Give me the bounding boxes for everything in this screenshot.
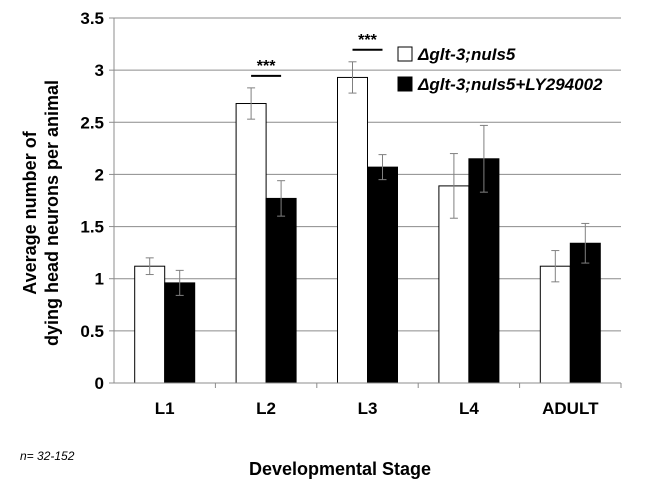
bar-treated-l4 (468, 158, 500, 384)
y-tick-label: 0.5 (80, 322, 104, 341)
significance-markers: *** *** (251, 32, 383, 77)
y-tick-labels: 0 0.5 1 1.5 2 2.5 3 3.5 (80, 9, 114, 393)
bar-control-l2 (235, 103, 267, 384)
bar-treated-adult (569, 242, 601, 384)
y-tick-label: 0 (95, 374, 104, 393)
x-category-label: L3 (358, 399, 378, 418)
bar-control-l3 (337, 76, 368, 384)
y-tick-label: 1.5 (80, 218, 104, 237)
legend: Δglt-3;nuIs5 Δglt-3;nuIs5+LY294002 (397, 45, 603, 94)
y-tick-label: 3.5 (80, 9, 104, 28)
error-bars-layer (145, 61, 590, 296)
y-axis-title-line-2: dying head neurons per animal (42, 80, 62, 346)
x-category-labels: L1 L2 L3 L4 ADULT (155, 383, 622, 418)
x-category-label: ADULT (542, 399, 599, 418)
bars-layer (134, 76, 601, 384)
x-category-label: L2 (256, 399, 276, 418)
legend-label-series-1: Δglt-3;nuIs5 (417, 45, 516, 64)
significance-label: *** (257, 58, 276, 75)
y-tick-label: 1 (95, 270, 104, 289)
y-tick-label: 2.5 (80, 113, 104, 132)
x-category-label: L4 (459, 399, 479, 418)
legend-label-series-2: Δglt-3;nuIs5+LY294002 (417, 75, 603, 94)
y-axis-title: Average number of dying head neurons per… (20, 80, 62, 346)
bar-control-adult (539, 265, 571, 384)
bar-treated-l1 (164, 282, 196, 384)
bar-treated-l3 (367, 166, 398, 384)
x-axis-title: Developmental Stage (249, 459, 431, 479)
axes (113, 18, 621, 384)
x-category-label: L1 (155, 399, 175, 418)
legend-swatch-series-2 (397, 76, 413, 92)
y-axis-title-line-1: Average number of (20, 130, 40, 294)
bar-control-l1 (134, 265, 166, 384)
legend-swatch-series-1 (397, 46, 413, 62)
y-tick-label: 3 (95, 61, 104, 80)
bar-treated-l2 (265, 197, 297, 384)
sample-size-note: n= 32-152 (20, 449, 75, 463)
significance-label: *** (358, 32, 377, 49)
y-tick-label: 2 (95, 165, 104, 184)
